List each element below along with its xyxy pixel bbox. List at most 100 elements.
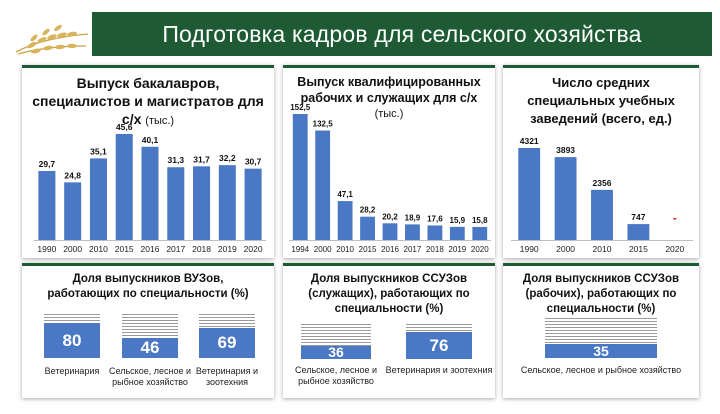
chart-title-line: специальных учебных <box>527 93 675 108</box>
bar <box>193 166 211 240</box>
bar <box>337 201 353 240</box>
share-title: Доля выпускников ВУЗов, работающих по сп… <box>22 272 274 302</box>
share-label: Ветеринария и зоотехния <box>177 366 277 388</box>
share-label-line: Ветеринария <box>44 366 100 376</box>
share-gauge: 69 <box>199 314 255 358</box>
share-gauge: 46 <box>122 314 178 358</box>
chart-title-line: специалистов и магистратов для <box>32 93 264 109</box>
page-title: Подготовка кадров для сельского хозяйств… <box>162 21 642 47</box>
data-label: 15,9 <box>450 216 466 225</box>
share-title: Доля выпускников ССУЗов (служащих), рабо… <box>283 272 495 317</box>
chart-title-line: Выпуск квалифицированных <box>297 75 481 89</box>
x-tick-label: 1990 <box>520 244 539 254</box>
share-title-line: Доля выпускников ССУЗов <box>310 273 468 285</box>
chart-title-line: рабочих и служащих для с/х <box>300 91 478 105</box>
x-tick-label: 2000 <box>63 244 82 254</box>
data-label: 2356 <box>593 178 612 188</box>
x-tick-label: 2010 <box>593 244 612 254</box>
chart-title-line: Число средних <box>552 75 650 90</box>
share-value: 46 <box>140 338 160 357</box>
share-label-line: Ветеринария и зоотехния <box>385 365 493 375</box>
share-title-line: Доля выпускников ССУЗов <box>522 273 680 285</box>
bar <box>244 168 262 240</box>
schools-chart-panel: Число средних специальных учебных заведе… <box>503 65 699 258</box>
data-label: 31,3 <box>168 155 185 165</box>
share-title-line: (служащих), работающих по <box>308 288 470 300</box>
x-tick-label: 2010 <box>89 244 108 254</box>
data-label: 29,7 <box>39 159 56 169</box>
share-label: Ветеринария <box>22 366 122 377</box>
share-label-line: Сельское, лесное и <box>295 365 377 375</box>
chart-title: Число средних специальных учебных заведе… <box>503 74 699 128</box>
share-title-line: специальности (%) <box>334 303 444 315</box>
share-label-line: зоотехния <box>205 377 249 387</box>
bar <box>554 157 577 240</box>
data-label: - <box>673 211 677 225</box>
x-tick-label: 2020 <box>665 244 684 254</box>
share-label-line: рыбное хозяйство <box>112 377 188 387</box>
x-tick-label: 1994 <box>291 245 309 254</box>
bar <box>591 189 613 240</box>
workers-chart-panel: Выпуск квалифицированных рабочих и служа… <box>283 65 495 258</box>
bar <box>360 216 375 240</box>
schools-bar-chart: 1990 4321 2000 3893 2010 2356 2015 747 2020 - <box>511 136 693 254</box>
share-value: 80 <box>62 331 82 350</box>
share-title-line: (рабочих), работающих по <box>525 288 677 300</box>
share-value: 36 <box>328 344 344 360</box>
bar <box>472 226 488 240</box>
share-label: Сельское, лесное и рыбное хозяйство <box>286 365 386 387</box>
ssuz-employees-share-panel: Доля выпускников ССУЗов (служащих), рабо… <box>283 263 495 398</box>
x-tick-label: 2010 <box>336 245 354 254</box>
bar <box>427 225 443 240</box>
share-label: Сельское, лесное и рыбное хозяйство <box>507 365 695 376</box>
bar <box>449 226 465 240</box>
workers-bar-chart: 1994 152,5 2000 132,5 2010 47,1 2015 28,2 2016 20… <box>289 103 491 254</box>
bachelors-chart-panel: Выпуск бакалавров, специалистов и магист… <box>22 65 274 258</box>
data-label: 32,2 <box>219 153 236 163</box>
share-title: Доля выпускников ССУЗов (рабочих), работ… <box>503 272 699 317</box>
share-gauge: 76 <box>406 324 472 359</box>
share-value: 76 <box>429 336 449 355</box>
x-tick-label: 2000 <box>314 245 332 254</box>
x-tick-label: 2018 <box>192 244 211 254</box>
header-banner: Подготовка кадров для сельского хозяйств… <box>92 12 712 56</box>
data-label: 30,7 <box>245 157 262 167</box>
data-label: 47,1 <box>337 190 353 199</box>
bar <box>292 114 308 240</box>
bar <box>141 146 159 240</box>
x-tick-label: 2017 <box>166 244 185 254</box>
bar <box>167 167 185 240</box>
bar <box>627 224 650 240</box>
share-label-line: Сельское, лесное и <box>109 366 191 376</box>
bar <box>518 148 541 240</box>
share-label-line: Сельское, лесное и рыбное хозяйство <box>520 365 682 375</box>
data-label: 152,5 <box>290 103 311 112</box>
data-label: 20,2 <box>382 212 398 221</box>
bar <box>405 224 420 240</box>
data-label: 24,8 <box>64 170 81 180</box>
share-gauge: 80 <box>44 314 100 358</box>
bar <box>89 158 107 240</box>
data-label: 45,6 <box>116 122 133 132</box>
x-tick-label: 2018 <box>426 245 444 254</box>
bar <box>218 165 236 240</box>
bachelors-bar-chart: 1990 29,7 2000 24,8 2010 35,1 2015 45,6 2016 40,1… <box>34 122 266 254</box>
share-gauge: 36 <box>301 324 371 359</box>
vuz-share-panel: Доля выпускников ВУЗов, работающих по сп… <box>22 263 274 398</box>
share-value: 69 <box>217 333 237 352</box>
x-tick-label: 2020 <box>244 244 263 254</box>
data-label: 18,9 <box>405 213 421 222</box>
x-tick-label: 2020 <box>471 245 489 254</box>
data-label: 17,6 <box>427 214 443 223</box>
data-label: 15,8 <box>472 216 488 225</box>
x-tick-label: 2000 <box>556 244 575 254</box>
bar <box>382 223 398 240</box>
share-label: Ветеринария и зоотехния <box>379 365 499 376</box>
chart-title-line: Выпуск бакалавров, <box>76 75 220 91</box>
bar <box>115 134 133 240</box>
x-tick-label: 2015 <box>115 244 134 254</box>
share-title-line: работающих по специальности (%) <box>47 288 249 300</box>
data-label: 35,1 <box>90 146 107 156</box>
share-gauge: 35 <box>545 318 657 358</box>
bar <box>64 182 82 240</box>
